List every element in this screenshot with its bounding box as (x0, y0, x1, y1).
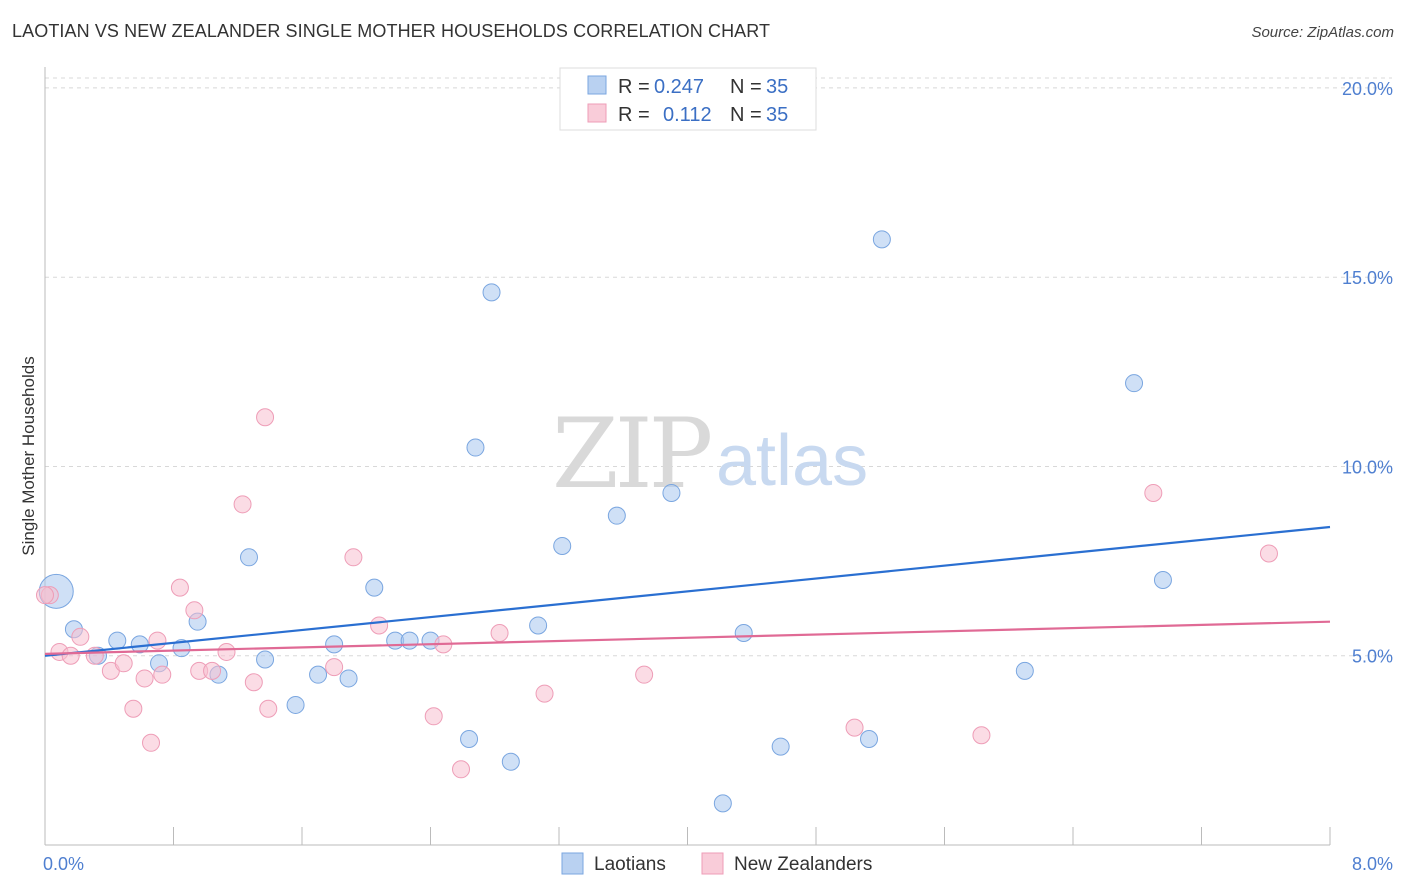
point-new-zealanders (1259, 544, 1278, 563)
point-laotians (713, 794, 732, 813)
y-tick-label: 5.0% (1352, 647, 1393, 667)
source-label: Source: ZipAtlas.com (1251, 24, 1394, 41)
legend-swatch-laotians (587, 75, 607, 95)
tick-labels: 5.0% 10.0% 15.0% 20.0% 0.0% 8.0% (43, 79, 1393, 874)
point-new-zealanders (114, 654, 133, 673)
point-new-zealanders (142, 733, 161, 752)
point-laotians (662, 483, 681, 502)
x-tick-label-min: 0.0% (43, 854, 84, 874)
legend-n-value-new-zealanders: 35 (766, 104, 788, 126)
bottom-legend-swatch-laotians (561, 852, 584, 875)
point-laotians (734, 624, 753, 643)
point-new-zealanders (370, 616, 389, 635)
point-new-zealanders (71, 627, 90, 646)
point-new-zealanders (325, 658, 344, 677)
point-laotians (482, 283, 501, 302)
point-laotians (365, 578, 384, 597)
point-new-zealanders (1144, 483, 1163, 502)
point-new-zealanders (452, 760, 471, 779)
point-new-zealanders (124, 699, 143, 718)
point-laotians (553, 536, 572, 555)
point-new-zealanders (185, 601, 204, 620)
point-new-zealanders (972, 726, 991, 745)
point-laotians (1153, 571, 1172, 590)
point-laotians (256, 650, 275, 669)
point-new-zealanders (203, 661, 222, 680)
point-new-zealanders (36, 586, 54, 605)
y-axis-label: Single Mother Households (19, 356, 38, 555)
legend-box: R = 0.247 N = 35 R = 0.112 N = 35 (559, 67, 817, 131)
bottom-legend-label-new-zealanders: New Zealanders (734, 854, 872, 875)
axes (44, 67, 1331, 846)
point-new-zealanders (217, 642, 236, 661)
point-laotians (466, 438, 485, 457)
point-laotians (872, 230, 891, 249)
legend-r-label-laotians: R = (618, 76, 650, 98)
point-laotians (108, 631, 127, 650)
point-laotians (339, 669, 358, 688)
legend-n-value-laotians: 35 (766, 76, 788, 98)
point-new-zealanders (344, 548, 363, 567)
grid-lines (45, 77, 1392, 657)
x-tick-label-max: 8.0% (1352, 854, 1393, 874)
legend-n-label-laotians: N = (730, 76, 762, 98)
point-laotians (860, 730, 879, 749)
point-new-zealanders (490, 624, 509, 643)
point-laotians (501, 752, 520, 771)
watermark: ZIP atlas (552, 398, 868, 510)
point-laotians (325, 635, 344, 654)
trend-lines (44, 525, 1331, 657)
legend-swatch-new-zealanders (587, 103, 607, 123)
point-new-zealanders (535, 684, 554, 703)
point-new-zealanders (148, 631, 167, 650)
point-new-zealanders (845, 718, 864, 737)
watermark-zip: ZIP (552, 398, 711, 510)
y-tick-label: 10.0% (1342, 457, 1393, 477)
point-laotians (771, 737, 790, 756)
point-new-zealanders (259, 699, 278, 718)
point-laotians (239, 548, 258, 567)
bottom-legend: Laotians New Zealanders (561, 852, 872, 875)
point-laotians (172, 639, 191, 658)
point-laotians (286, 695, 305, 714)
point-new-zealanders (424, 707, 443, 726)
point-new-zealanders (153, 665, 172, 684)
point-laotians (607, 506, 626, 525)
y-tick-label: 20.0% (1342, 79, 1393, 99)
trend-line-new-zealanders (44, 620, 1331, 655)
point-new-zealanders (135, 669, 154, 688)
point-laotians (1125, 374, 1144, 393)
point-laotians (529, 616, 548, 635)
point-laotians (1015, 661, 1034, 680)
y-tick-label: 15.0% (1342, 268, 1393, 288)
data-points (36, 230, 1278, 813)
point-new-zealanders (635, 665, 654, 684)
bottom-legend-swatch-new-zealanders (701, 852, 724, 875)
point-new-zealanders (170, 578, 189, 597)
point-laotians (309, 665, 328, 684)
point-laotians (400, 631, 419, 650)
legend-n-label-new-zealanders: N = (730, 104, 762, 126)
legend-r-value-new-zealanders: 0.112 (663, 104, 712, 126)
point-new-zealanders (244, 673, 263, 692)
trend-line-laotians (44, 525, 1331, 657)
point-new-zealanders (61, 646, 80, 665)
chart-title: LAOTIAN VS NEW ZEALANDER SINGLE MOTHER H… (12, 21, 771, 41)
point-new-zealanders (256, 408, 275, 427)
legend-r-label-new-zealanders: R = (618, 104, 650, 126)
bottom-legend-label-laotians: Laotians (594, 854, 666, 875)
watermark-atlas: atlas (716, 421, 868, 501)
point-new-zealanders (233, 495, 252, 514)
point-laotians (460, 730, 479, 749)
legend-r-value-laotians: 0.247 (654, 76, 704, 98)
